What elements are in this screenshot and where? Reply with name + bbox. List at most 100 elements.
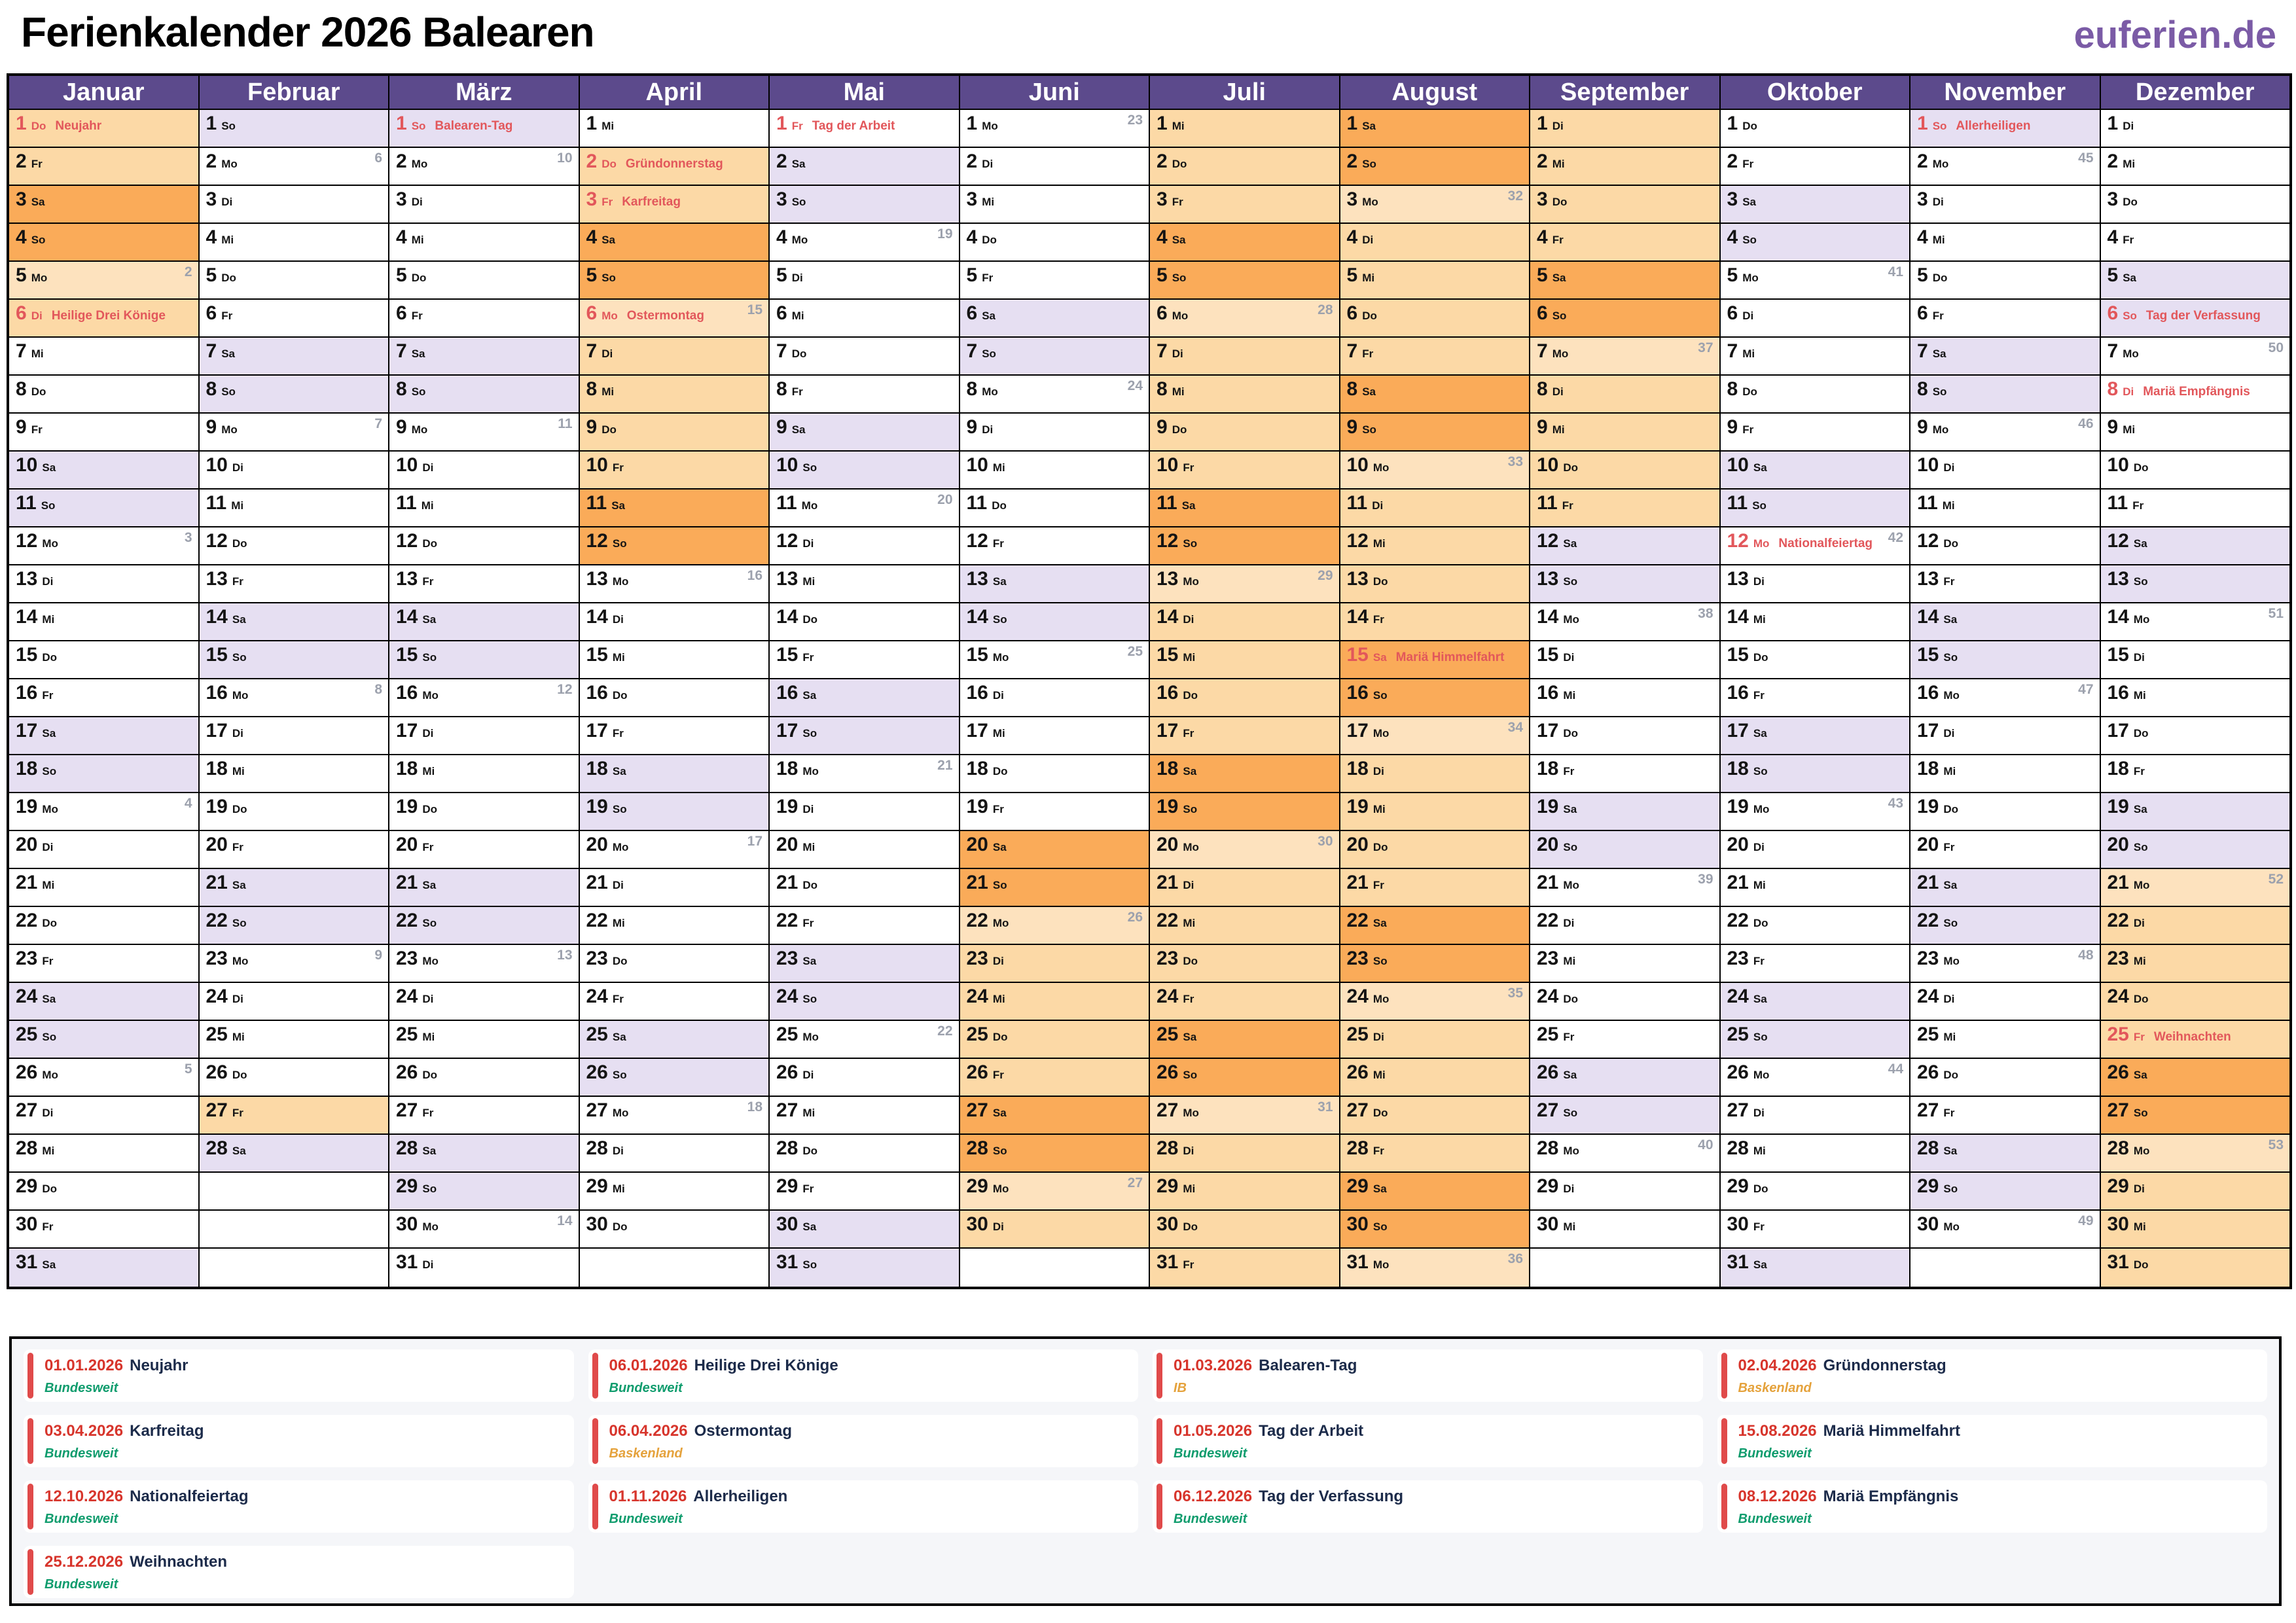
day-cell: 9 Fr bbox=[9, 414, 198, 452]
day-number: 12 bbox=[1727, 530, 1749, 552]
day-line: 13 So bbox=[2108, 569, 2285, 589]
weekday-abbreviation: Do bbox=[992, 1031, 1008, 1043]
weekday-abbreviation: So bbox=[1943, 651, 1958, 664]
day-line: 9 Mi bbox=[1537, 418, 1714, 437]
day-cell: 30 Mo 14 bbox=[389, 1211, 579, 1249]
day-cell: 20 Di bbox=[1720, 831, 1909, 869]
weekday-abbreviation: Mo bbox=[221, 158, 238, 170]
day-cell: 8 Mi bbox=[1150, 376, 1339, 414]
red-accent-bar bbox=[27, 1484, 33, 1529]
day-cell: 20 Mo 30 bbox=[1150, 831, 1339, 869]
day-cell: 21 Sa bbox=[1910, 869, 2100, 907]
weekday-abbreviation: Di bbox=[2133, 1183, 2145, 1195]
day-number: 20 bbox=[1157, 834, 1179, 855]
day-number: 2 bbox=[1727, 151, 1738, 172]
day-line: 25 Sa bbox=[586, 1025, 764, 1044]
day-cell: 19 So bbox=[579, 793, 768, 831]
week-number: 41 bbox=[1888, 264, 1903, 279]
site-logo[interactable]: euferien.de bbox=[2073, 14, 2276, 56]
weekday-abbreviation: Mi bbox=[1943, 1031, 1956, 1043]
weekday-abbreviation: So bbox=[2123, 310, 2137, 322]
day-number: 22 bbox=[1537, 910, 1559, 931]
day-line: 24 Mo bbox=[1347, 987, 1524, 1007]
month-column-mai: Mai 1 Fr Tag der Arbeit 2 Sa 3 So 4 Mo 19 5 Di 6 Mi 7 Do… bbox=[770, 76, 960, 1287]
year-calendar-table: Januar 1 Do Neujahr 2 Fr 3 Sa 4 So 5 Mo 2 6 Di Heilige … bbox=[7, 73, 2292, 1289]
day-line: 1 Sa bbox=[1347, 114, 1524, 134]
day-line: 18 Di bbox=[1347, 759, 1524, 779]
day-cell: 5 Do bbox=[1910, 262, 2100, 300]
day-number: 17 bbox=[206, 720, 228, 741]
day-number: 8 bbox=[966, 378, 978, 400]
day-number: 12 bbox=[16, 530, 38, 552]
day-cell: 4 Fr bbox=[1530, 224, 1719, 262]
day-cell: 18 Sa bbox=[1150, 755, 1339, 793]
week-number: 13 bbox=[557, 948, 573, 963]
week-number: 8 bbox=[374, 682, 382, 697]
holiday-legend-item: 06.12.2026 Tag der Verfassung Bundesweit bbox=[1153, 1480, 1703, 1533]
day-number: 15 bbox=[1157, 644, 1179, 666]
weekday-abbreviation: So bbox=[422, 917, 437, 929]
day-number: 16 bbox=[586, 682, 608, 704]
day-line: 24 Do bbox=[2108, 987, 2285, 1007]
day-number: 4 bbox=[1157, 226, 1168, 248]
day-number: 30 bbox=[396, 1213, 418, 1235]
day-cell: 17 Di bbox=[199, 717, 388, 755]
day-cell: 11 Mi bbox=[1910, 490, 2100, 527]
weekday-abbreviation: Mo bbox=[1552, 348, 1569, 360]
weekday-abbreviation: Do bbox=[1742, 385, 1757, 398]
holiday-date: 25.12.2026 bbox=[45, 1553, 124, 1571]
day-number: 8 bbox=[16, 378, 27, 400]
weekday-abbreviation: Mi bbox=[231, 499, 244, 512]
day-cell: 6 Fr bbox=[1910, 300, 2100, 338]
day-cell: 3 Fr Karfreitag bbox=[579, 186, 768, 224]
day-line: 14 Sa bbox=[1917, 607, 2094, 627]
weekday-abbreviation: Mo bbox=[1563, 613, 1579, 626]
day-number: 15 bbox=[1537, 644, 1559, 666]
day-number: 25 bbox=[396, 1024, 418, 1045]
weekday-abbreviation: So bbox=[1752, 499, 1767, 512]
day-cell: 26 So bbox=[579, 1059, 768, 1097]
weekday-abbreviation: Di bbox=[1753, 841, 1765, 853]
day-number: 9 bbox=[2107, 416, 2119, 438]
day-line: 23 Mo bbox=[1917, 949, 2094, 969]
weekday-abbreviation: So bbox=[221, 385, 236, 398]
weekday-abbreviation: Di bbox=[802, 1069, 814, 1081]
holiday-scope: Bundesweit bbox=[45, 1446, 118, 1461]
weekday-abbreviation: So bbox=[1563, 575, 1578, 588]
weekday-abbreviation: Di bbox=[232, 993, 243, 1005]
month-header: November bbox=[1910, 76, 2100, 110]
day-number: 28 bbox=[16, 1137, 38, 1159]
weekday-abbreviation: Fr bbox=[992, 803, 1004, 815]
day-line: 16 Sa bbox=[776, 683, 954, 703]
day-cell: 16 Fr bbox=[9, 679, 198, 717]
holiday-name: Ostermontag bbox=[626, 309, 704, 323]
day-number: 23 bbox=[776, 948, 798, 969]
holiday-legend-line: 25.12.2026 Weihnachten bbox=[45, 1553, 562, 1571]
day-cell: 23 So bbox=[1340, 945, 1529, 983]
weekday-abbreviation: Mi bbox=[1942, 499, 1955, 512]
weekday-abbreviation: Fr bbox=[42, 955, 54, 967]
weekday-abbreviation: Fr bbox=[1372, 613, 1384, 626]
day-line: 13 Sa bbox=[967, 569, 1144, 589]
day-number: 24 bbox=[206, 986, 228, 1007]
day-line: 18 Mi bbox=[396, 759, 573, 779]
day-number: 22 bbox=[586, 910, 608, 931]
day-line: 14 Mi bbox=[16, 607, 193, 627]
day-line: 28 Mi bbox=[16, 1139, 193, 1158]
day-number: 30 bbox=[966, 1213, 988, 1235]
day-number: 27 bbox=[966, 1099, 988, 1121]
day-cell: 23 Mi bbox=[1530, 945, 1719, 983]
week-number: 47 bbox=[2078, 682, 2094, 697]
day-line: 28 Sa bbox=[206, 1139, 384, 1158]
weekday-abbreviation: Di bbox=[1183, 879, 1194, 891]
day-line: 21 Mi bbox=[16, 873, 193, 893]
day-line: 10 Di bbox=[206, 455, 384, 475]
day-number: 8 bbox=[396, 378, 407, 400]
weekday-abbreviation: Sa bbox=[802, 955, 817, 967]
day-line: 17 Di bbox=[1917, 721, 2094, 741]
day-line: 3 Sa bbox=[1727, 190, 1905, 209]
weekday-abbreviation: Mi bbox=[422, 1031, 435, 1043]
week-number: 9 bbox=[374, 948, 382, 963]
day-number: 28 bbox=[776, 1137, 798, 1159]
day-number: 11 bbox=[2107, 492, 2128, 514]
